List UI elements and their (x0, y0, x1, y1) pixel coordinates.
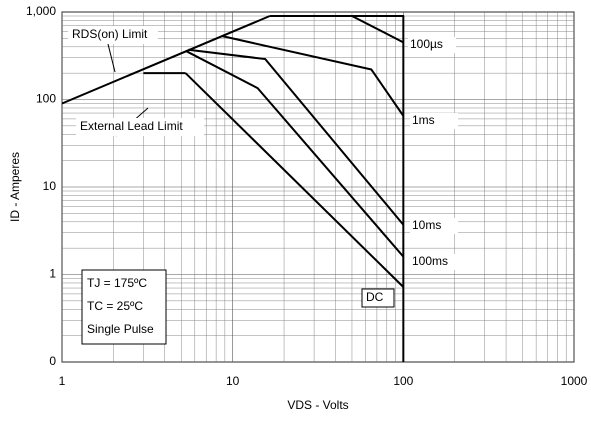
series-line (351, 15, 404, 44)
y-tick-label: 10 (43, 179, 57, 193)
x-tick-label: 1000 (561, 374, 588, 388)
label-box (410, 113, 458, 129)
note: Single Pulse (87, 322, 154, 336)
label-box (410, 254, 458, 270)
label-box (408, 37, 456, 53)
x-tick-label: 1 (59, 374, 66, 388)
x-axis-label: VDS - Volts (287, 398, 348, 412)
series-label: 100µs (410, 37, 443, 51)
series-label: 1ms (412, 113, 435, 127)
y-tick-label: 1,000 (26, 4, 56, 18)
note: TC = 25ºC (87, 299, 143, 313)
note: TJ = 175ºC (87, 276, 147, 290)
series-line (185, 49, 405, 258)
label-box (68, 26, 158, 44)
series-line (184, 72, 405, 288)
label-box (361, 288, 395, 308)
y-tick-label: 100 (36, 92, 56, 106)
series-label: 10ms (412, 218, 441, 232)
notes-box (81, 269, 167, 345)
label-box (76, 118, 204, 136)
series-label: DC (366, 290, 384, 304)
x-tick-label: 100 (393, 374, 413, 388)
pointer-line (107, 43, 116, 73)
series-label: 100ms (412, 254, 448, 268)
series-line (188, 48, 405, 226)
y-tick-label: 0 (49, 354, 56, 368)
series-line (269, 15, 405, 362)
y-axis-label: ID - Amperes (8, 152, 22, 222)
series-label: External Lead Limit (80, 119, 183, 133)
label-box (410, 218, 458, 234)
series-line (222, 35, 405, 117)
x-tick-label: 10 (226, 374, 240, 388)
y-tick-label: 1 (49, 267, 56, 281)
series-label: RDS(on) Limit (72, 27, 148, 41)
series-line (61, 15, 271, 105)
